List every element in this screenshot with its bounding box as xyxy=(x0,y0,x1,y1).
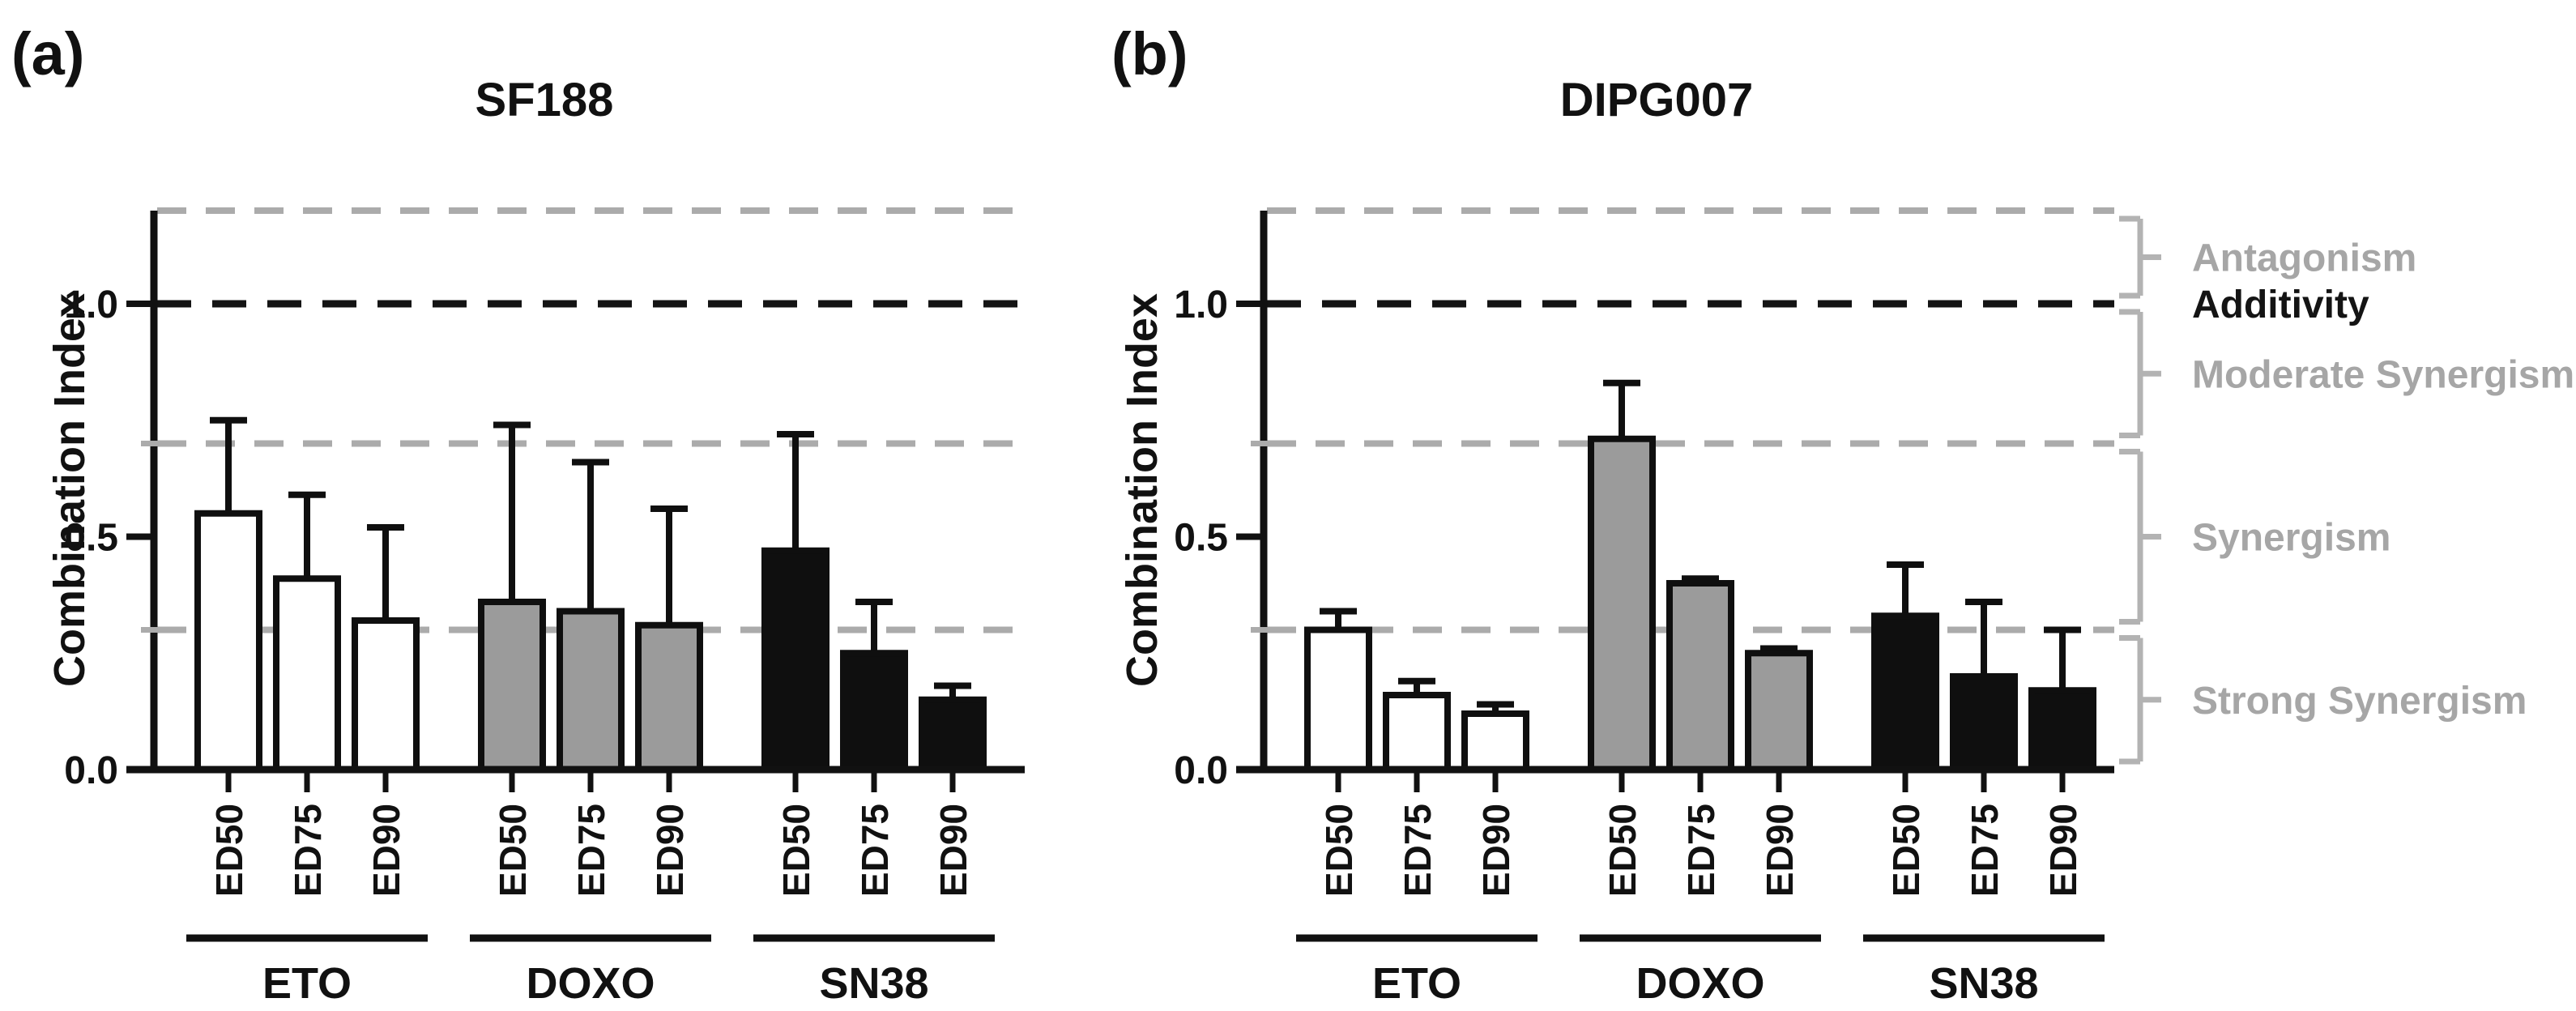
x-tick-label: ED50 xyxy=(1885,804,1927,897)
y-tick-label: 0.0 xyxy=(1174,749,1228,792)
x-tick-label: ED50 xyxy=(208,804,250,897)
y-tick-label: 1.0 xyxy=(1174,284,1228,326)
panel-b-title: DIPG007 xyxy=(1559,74,1754,126)
bar-doxo-ed75 xyxy=(1666,580,1734,773)
x-tick-label: ED90 xyxy=(1475,804,1517,897)
group-label: ETO xyxy=(262,959,352,1008)
annotation-synergism: Synergism xyxy=(2192,517,2390,560)
bar-eto-ed50 xyxy=(1304,626,1372,773)
bar-sn38-ed50 xyxy=(1871,612,1939,773)
y-tick-label: 0.5 xyxy=(1174,517,1228,560)
panel-b-letter: (b) xyxy=(1111,20,1188,87)
x-tick-label: ED90 xyxy=(932,804,975,897)
x-tick-label: ED75 xyxy=(854,804,896,897)
bar-doxo-ed50 xyxy=(1588,435,1656,773)
bar-doxo-ed90 xyxy=(1745,650,1813,773)
annotation-moderate-synergism: Moderate Synergism xyxy=(2192,353,2574,396)
annotation-antagonism: Antagonism xyxy=(2192,237,2416,280)
bar-eto-ed75 xyxy=(1383,692,1451,773)
y-tick-label: 1.0 xyxy=(64,284,118,326)
annotation-strong-synergism: Strong Synergism xyxy=(2192,680,2527,723)
group-label: SN38 xyxy=(1929,959,2038,1008)
x-tick-label: ED75 xyxy=(1964,804,2006,897)
x-tick-label: ED75 xyxy=(1397,804,1439,897)
group-label: SN38 xyxy=(819,959,928,1008)
x-tick-label: ED90 xyxy=(1759,804,1801,897)
bar-sn38-ed50 xyxy=(761,547,830,773)
x-tick-label: ED50 xyxy=(1318,804,1360,897)
x-tick-label: ED75 xyxy=(287,804,329,897)
bar-sn38-ed90 xyxy=(2028,687,2096,773)
y-tick-label: 0.5 xyxy=(64,517,118,560)
x-tick-label: ED90 xyxy=(2042,804,2084,897)
bar-doxo-ed75 xyxy=(557,608,625,773)
bar-sn38-ed90 xyxy=(919,696,987,773)
bar-eto-ed75 xyxy=(273,575,341,773)
bar-doxo-ed50 xyxy=(478,599,546,773)
annotation-additivity: Additivity xyxy=(2192,284,2369,326)
bar-sn38-ed75 xyxy=(840,650,908,773)
bar-eto-ed90 xyxy=(352,617,420,773)
x-tick-label: ED90 xyxy=(365,804,407,897)
panel-a-title: SF188 xyxy=(475,74,614,126)
group-label: ETO xyxy=(1372,959,1461,1008)
x-tick-label: ED50 xyxy=(492,804,534,897)
bar-eto-ed90 xyxy=(1461,710,1529,773)
y-tick-label: 0.0 xyxy=(64,749,118,792)
x-tick-label: ED50 xyxy=(1601,804,1644,897)
bar-doxo-ed90 xyxy=(635,621,703,773)
group-label: DOXO xyxy=(1636,959,1764,1008)
group-label: DOXO xyxy=(526,959,655,1008)
x-tick-label: ED75 xyxy=(570,804,612,897)
x-tick-label: ED90 xyxy=(649,804,691,897)
bar-sn38-ed75 xyxy=(1950,673,2018,773)
x-tick-label: ED75 xyxy=(1680,804,1722,897)
x-tick-label: ED50 xyxy=(775,804,817,897)
bar-eto-ed50 xyxy=(194,510,262,773)
panel-a-letter: (a) xyxy=(11,20,85,87)
